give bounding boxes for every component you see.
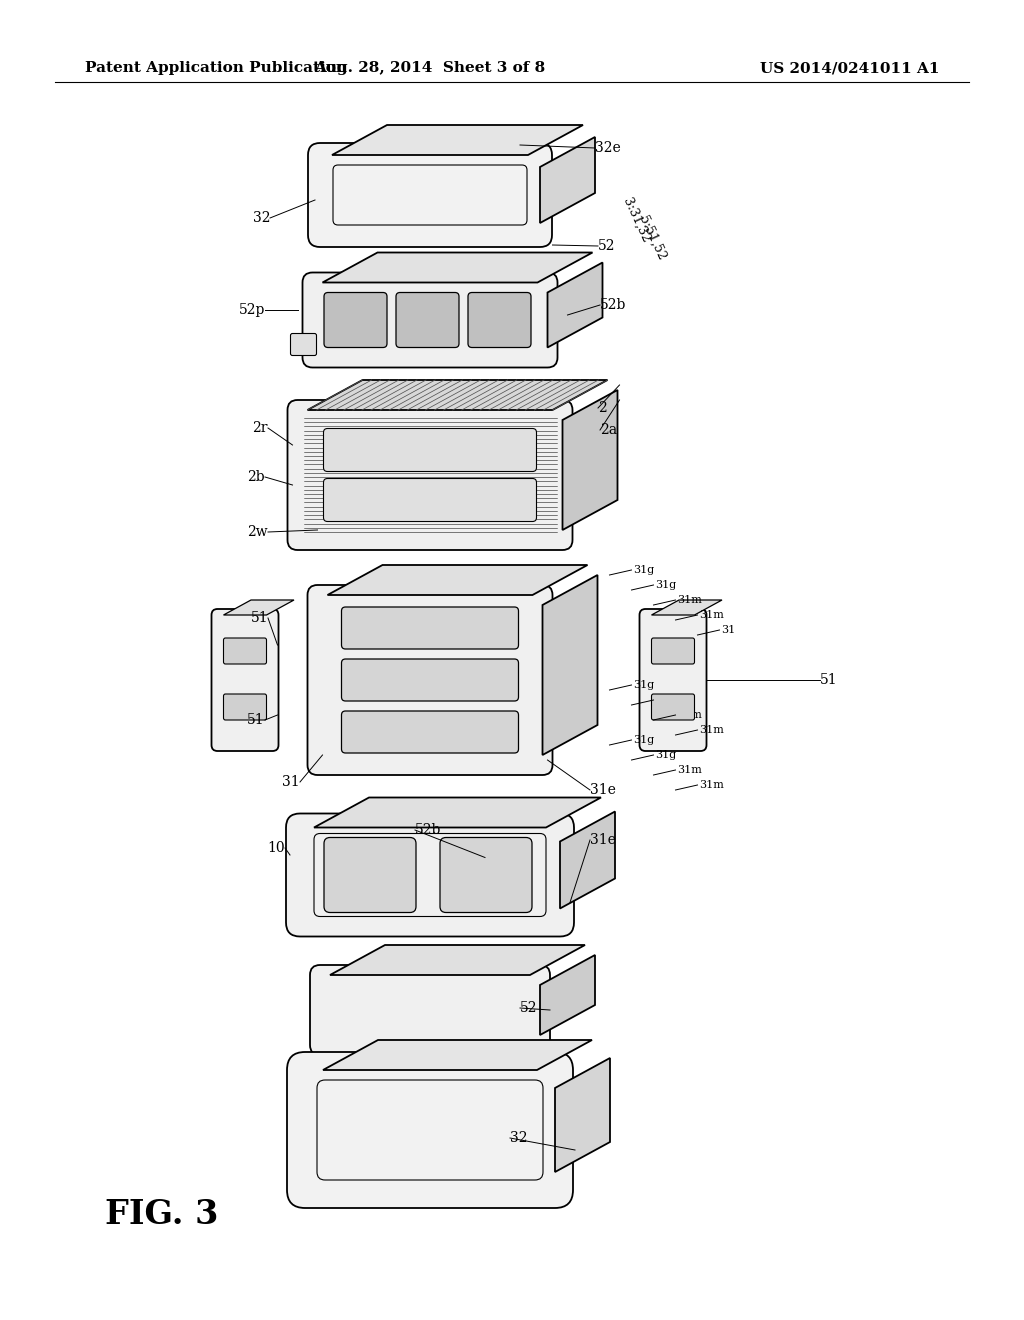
Text: 32: 32 [510, 1131, 527, 1144]
Text: 32: 32 [253, 211, 270, 224]
Text: 2r: 2r [253, 421, 268, 436]
Text: 2: 2 [598, 401, 607, 414]
FancyBboxPatch shape [324, 429, 537, 471]
Text: US 2014/0241011 A1: US 2014/0241011 A1 [761, 61, 940, 75]
Text: 2b: 2b [248, 470, 265, 484]
Text: 31e: 31e [590, 783, 615, 797]
Text: 5:51,52: 5:51,52 [636, 214, 668, 263]
FancyBboxPatch shape [640, 609, 707, 751]
Text: Patent Application Publication: Patent Application Publication [85, 61, 347, 75]
Text: 31m: 31m [699, 610, 724, 620]
FancyBboxPatch shape [324, 293, 387, 347]
Polygon shape [555, 1059, 610, 1172]
Polygon shape [543, 576, 597, 755]
FancyBboxPatch shape [223, 694, 266, 719]
Text: 2a: 2a [600, 422, 617, 437]
Text: 52b: 52b [600, 298, 627, 312]
Text: 31m: 31m [678, 710, 702, 719]
Text: 10: 10 [267, 841, 285, 855]
Text: 31e: 31e [590, 833, 615, 847]
FancyBboxPatch shape [396, 293, 459, 347]
FancyBboxPatch shape [440, 837, 532, 912]
Text: 2w: 2w [248, 525, 268, 539]
FancyBboxPatch shape [212, 609, 279, 751]
FancyBboxPatch shape [288, 400, 572, 550]
FancyBboxPatch shape [223, 638, 266, 664]
Text: 31m: 31m [678, 766, 702, 775]
FancyBboxPatch shape [310, 965, 550, 1055]
Polygon shape [314, 797, 601, 828]
FancyBboxPatch shape [341, 659, 518, 701]
Polygon shape [307, 380, 607, 411]
FancyBboxPatch shape [302, 272, 557, 367]
FancyBboxPatch shape [651, 694, 694, 719]
Text: 51: 51 [820, 673, 838, 686]
Text: 31g: 31g [655, 696, 677, 705]
Text: 52: 52 [598, 239, 615, 253]
Text: 31g: 31g [634, 565, 654, 576]
Text: 31: 31 [722, 624, 736, 635]
Text: 31g: 31g [634, 680, 654, 690]
Text: 31g: 31g [655, 750, 677, 760]
Text: FIG. 3: FIG. 3 [105, 1199, 218, 1232]
FancyBboxPatch shape [651, 638, 694, 664]
Text: 31g: 31g [655, 579, 677, 590]
Text: 31g: 31g [634, 735, 654, 744]
Polygon shape [323, 252, 593, 282]
Polygon shape [651, 601, 722, 615]
Polygon shape [548, 263, 602, 347]
FancyBboxPatch shape [308, 143, 552, 247]
FancyBboxPatch shape [291, 334, 316, 355]
Text: 52b: 52b [415, 822, 441, 837]
FancyBboxPatch shape [341, 711, 518, 752]
FancyBboxPatch shape [324, 837, 416, 912]
Text: 31m: 31m [699, 780, 724, 789]
Polygon shape [330, 945, 585, 975]
Text: 51: 51 [248, 713, 265, 727]
FancyBboxPatch shape [287, 1052, 573, 1208]
FancyBboxPatch shape [341, 607, 518, 649]
FancyBboxPatch shape [324, 479, 537, 521]
Polygon shape [223, 601, 294, 615]
Text: 31m: 31m [699, 725, 724, 735]
FancyBboxPatch shape [307, 585, 553, 775]
Text: 31: 31 [283, 775, 300, 789]
Polygon shape [332, 125, 583, 154]
FancyBboxPatch shape [286, 813, 574, 936]
Text: 32e: 32e [595, 141, 621, 154]
Text: 31m: 31m [678, 595, 702, 605]
Text: Aug. 28, 2014  Sheet 3 of 8: Aug. 28, 2014 Sheet 3 of 8 [314, 61, 546, 75]
Polygon shape [562, 389, 617, 531]
Polygon shape [540, 137, 595, 223]
Polygon shape [323, 1040, 592, 1071]
Polygon shape [560, 812, 615, 908]
Text: 52: 52 [520, 1001, 538, 1015]
FancyBboxPatch shape [468, 293, 531, 347]
Polygon shape [328, 565, 588, 595]
Polygon shape [540, 954, 595, 1035]
Text: 52p: 52p [239, 304, 265, 317]
Text: 51: 51 [251, 611, 268, 624]
Text: 3:31,32: 3:31,32 [620, 195, 652, 244]
